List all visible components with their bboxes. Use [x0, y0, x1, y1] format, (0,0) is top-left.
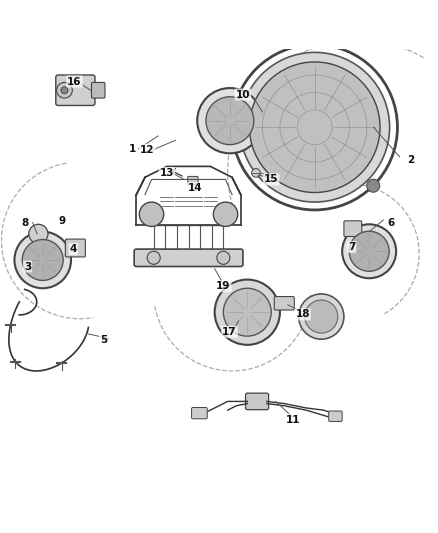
- Text: 16: 16: [67, 77, 82, 86]
- Text: 6: 6: [387, 218, 395, 228]
- Text: 3: 3: [24, 262, 31, 271]
- Circle shape: [215, 279, 280, 345]
- Text: 8: 8: [22, 218, 29, 228]
- Text: 5: 5: [100, 335, 107, 345]
- Text: 11: 11: [286, 415, 300, 425]
- Text: 19: 19: [216, 281, 230, 291]
- Circle shape: [250, 62, 380, 192]
- Circle shape: [299, 294, 344, 339]
- Text: 15: 15: [264, 174, 279, 184]
- Text: 2: 2: [407, 155, 414, 165]
- Circle shape: [252, 168, 260, 177]
- Circle shape: [349, 231, 389, 271]
- Circle shape: [206, 97, 254, 144]
- FancyBboxPatch shape: [134, 249, 243, 266]
- Text: 9: 9: [59, 216, 66, 226]
- Text: 1: 1: [128, 144, 136, 154]
- Circle shape: [147, 251, 160, 264]
- Text: 4: 4: [70, 244, 77, 254]
- Text: 13: 13: [159, 168, 174, 178]
- Circle shape: [61, 87, 68, 94]
- Circle shape: [367, 179, 380, 192]
- FancyBboxPatch shape: [56, 75, 95, 106]
- Text: 12: 12: [140, 145, 155, 155]
- Circle shape: [22, 239, 63, 280]
- Text: 17: 17: [222, 327, 237, 337]
- Text: 10: 10: [236, 90, 250, 100]
- Circle shape: [139, 202, 164, 227]
- Circle shape: [342, 224, 396, 278]
- FancyBboxPatch shape: [187, 176, 198, 184]
- Circle shape: [240, 52, 390, 202]
- Circle shape: [29, 224, 48, 244]
- Text: 18: 18: [295, 309, 310, 319]
- FancyBboxPatch shape: [65, 239, 85, 257]
- Circle shape: [57, 83, 72, 98]
- FancyBboxPatch shape: [246, 393, 268, 410]
- FancyBboxPatch shape: [328, 411, 342, 422]
- FancyBboxPatch shape: [344, 221, 362, 237]
- Text: 7: 7: [348, 242, 355, 252]
- Text: 14: 14: [188, 183, 202, 193]
- FancyBboxPatch shape: [191, 408, 207, 419]
- FancyBboxPatch shape: [92, 83, 105, 98]
- FancyBboxPatch shape: [274, 296, 294, 310]
- Circle shape: [197, 88, 262, 154]
- Circle shape: [213, 202, 238, 227]
- Circle shape: [217, 251, 230, 264]
- Circle shape: [223, 288, 271, 336]
- Circle shape: [14, 232, 71, 288]
- Circle shape: [305, 300, 338, 333]
